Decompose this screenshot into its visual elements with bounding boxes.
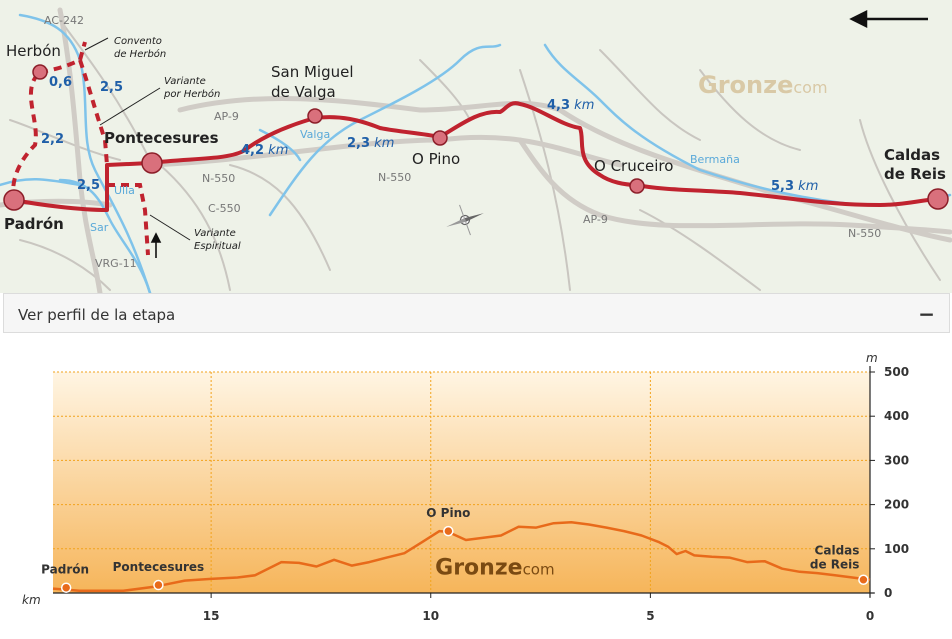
x-tick-label: 5	[646, 609, 654, 623]
y-tick-label: 500	[884, 365, 909, 379]
town-o-pino[interactable]: O Pino	[412, 150, 461, 168]
distance-2-5: 2,5	[77, 178, 101, 193]
road-n550-a: N-550	[202, 172, 236, 185]
axes	[53, 366, 874, 597]
town-caldas-line2[interactable]: de Reis	[884, 165, 946, 183]
profile-marker-label: O Pino	[426, 506, 470, 520]
x-tick-label: 0	[866, 609, 874, 623]
road-ap9-top: AP-9	[214, 110, 239, 123]
profile-marker	[60, 582, 72, 593]
profile-marker	[858, 574, 869, 585]
distance-0-6: 0,6	[49, 75, 73, 90]
town-san-miguel-line2[interactable]: de Valga	[271, 83, 336, 101]
profile-marker-label: Caldas	[815, 544, 860, 558]
y-tick-label: 200	[884, 498, 909, 512]
note-variante-espiritual: Variante Espiritual	[194, 228, 241, 253]
town-caldas-line1[interactable]: Caldas	[884, 146, 941, 164]
road-ap9-bottom: AP-9	[583, 213, 608, 226]
elevation-line	[52, 521, 871, 593]
profile-marker-label: Pontecesures	[113, 560, 205, 574]
axis-ticks: 0 100 200 300 400 500 15 10 5 0 km m	[22, 351, 909, 623]
profile-watermark: Gronzecom	[435, 555, 554, 580]
profile-panel-header[interactable]: Ver perfil de la etapa −	[3, 293, 950, 333]
road-n550-b: N-550	[378, 171, 412, 184]
distance-2-3: 2,3 km	[347, 136, 395, 151]
y-tick-label: 0	[884, 586, 892, 600]
y-axis-label: m	[866, 351, 878, 365]
note-variante-herbon-line2: por Herbón	[164, 88, 221, 100]
town-pontecesures[interactable]: Pontecesures	[104, 129, 219, 147]
watermark-main: Gronze	[435, 555, 522, 580]
arrow-left-icon	[849, 9, 928, 29]
road-ac242: AC-242	[44, 14, 84, 27]
road-vrg: VRG-11	[95, 257, 137, 270]
up-arrow-icon	[150, 232, 162, 258]
map-brand-logo: Gronzecom	[698, 71, 828, 99]
road-c550: C-550	[208, 202, 241, 215]
profile-panel-title[interactable]: Ver perfil de la etapa	[18, 306, 176, 324]
distance-2-2: 2,2	[41, 132, 65, 147]
profile-marker	[153, 579, 164, 591]
collapse-button[interactable]: −	[918, 302, 935, 326]
note-variante-herbon-line1: Variante	[164, 76, 206, 87]
note-convento: Convento de Herbón	[114, 36, 166, 61]
elevation-chart: Gronzecom Padrón Pontecesures O Pino Caldas…	[22, 351, 909, 623]
x-tick-label: 10	[422, 609, 439, 623]
river-valga: Valga	[300, 128, 331, 141]
note-convento-line2: de Herbón	[114, 48, 167, 60]
note-variante-espiritual-line2: Espiritual	[194, 240, 241, 252]
note-variante-espiritual-line1: Variante	[194, 228, 236, 239]
distance-5-3: 5,3 km	[771, 179, 819, 194]
town-o-cruceiro[interactable]: O Cruceiro	[594, 157, 674, 175]
distance-2-5-herbon: 2,5	[100, 80, 124, 95]
y-tick-label: 100	[884, 542, 909, 556]
town-padron[interactable]: Padrón	[4, 215, 64, 233]
map-canvas	[0, 7, 952, 293]
town-san-miguel-line1[interactable]: San Miguel	[271, 63, 354, 81]
x-axis-label: km	[22, 593, 41, 607]
profile-marker	[443, 525, 454, 537]
distance-4-3: 4,3 km	[547, 98, 595, 113]
x-tick-label: 15	[203, 609, 220, 623]
river-ulla: Ulla	[114, 184, 135, 197]
note-variante-herbon: Variante por Herbón	[164, 76, 220, 101]
elevation-profile: Gronzecom Padrón Pontecesures O Pino Caldas…	[0, 335, 952, 639]
y-tick-label: 300	[884, 453, 909, 467]
grid-lines	[53, 371, 870, 593]
route-map[interactable]: Herbón Pontecesures San Miguel de Valga …	[0, 0, 952, 293]
note-convento-line1: Convento	[114, 36, 162, 47]
river-sar: Sar	[90, 221, 109, 234]
road-n550-c: N-550	[848, 227, 882, 240]
distance-4-2: 4,2 km	[241, 143, 289, 158]
river-bermana: Bermaña	[690, 153, 740, 166]
profile-marker-label: Padrón	[41, 563, 89, 577]
compass-icon	[446, 204, 484, 236]
plot-background	[53, 372, 870, 593]
y-tick-label: 400	[884, 409, 909, 423]
watermark-suffix: com	[523, 560, 555, 578]
town-herbon[interactable]: Herbón	[6, 42, 61, 60]
profile-marker-label: de Reis	[810, 558, 860, 572]
town-markers	[3, 64, 949, 211]
